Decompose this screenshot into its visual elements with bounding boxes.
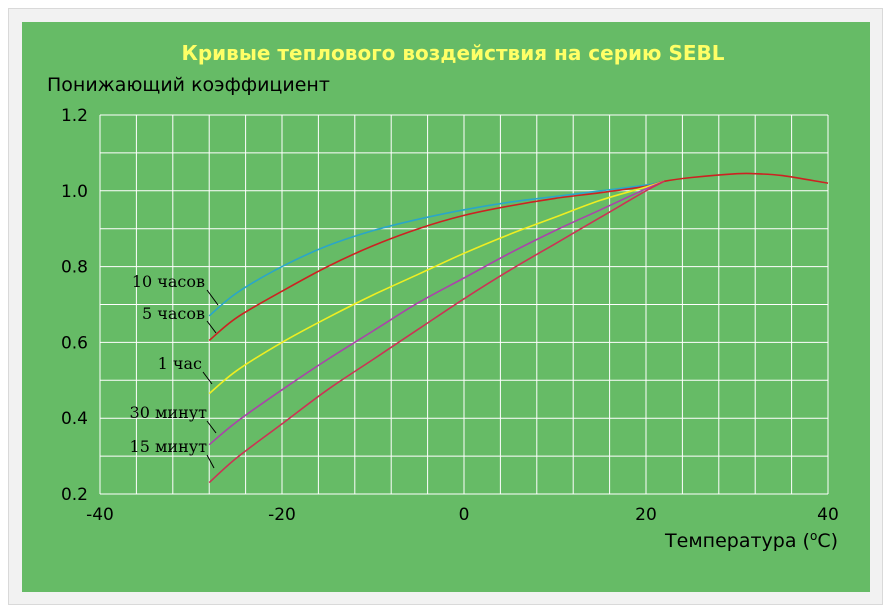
series-labels: 10 часов 5 часов 1 час 30 минут 15 минут	[130, 272, 219, 469]
series-leader-line-5	[206, 454, 215, 469]
series-leader-line-1	[206, 289, 219, 306]
series-label-2: 5 часов	[142, 304, 205, 323]
series-label-4: 30 минут	[130, 403, 208, 422]
x-tick-label: 0	[459, 505, 470, 525]
x-axis-label-suffix: C)	[817, 530, 838, 552]
series-line-1	[208, 180, 665, 317]
tick-labels: -40 -20 0 20 40 1.2 1.0 0.8 0.6 0.4 0.2	[61, 106, 839, 525]
y-tick-label: 0.6	[61, 333, 88, 353]
series-label-3: 1 час	[158, 354, 202, 373]
y-tick-label: 0.2	[61, 485, 88, 505]
x-tick-label: -40	[86, 505, 114, 525]
series-line-4	[208, 180, 665, 446]
y-tick-label: 0.4	[61, 409, 88, 429]
x-tick-label: 20	[635, 505, 657, 525]
x-axis-label-prefix: Температура (	[664, 530, 810, 552]
x-tick-label: 40	[817, 505, 839, 525]
series-line-2	[208, 172, 829, 342]
y-tick-label: 1.2	[61, 106, 88, 126]
grid-lines	[99, 114, 829, 495]
chart-panel	[22, 22, 870, 592]
series-label-1: 10 часов	[132, 272, 205, 291]
x-axis-label: Температура (oC)	[664, 529, 838, 552]
y-axis-label: Понижающий коэффициент	[47, 74, 330, 96]
y-tick-label: 0.8	[61, 258, 88, 278]
series-leader-line-4	[206, 420, 217, 434]
y-tick-label: 1.0	[61, 182, 88, 202]
series-lines	[208, 172, 829, 484]
series-line-3	[208, 180, 665, 395]
chart-title: Кривые теплового воздействия на серию SE…	[181, 41, 724, 65]
series-leader-line-3	[202, 371, 213, 385]
series-line-5	[208, 180, 665, 484]
x-tick-label: -20	[268, 505, 296, 525]
series-label-5: 15 минут	[130, 437, 208, 456]
x-axis-label-sup: o	[810, 529, 817, 543]
series-leader-line-2	[206, 320, 217, 334]
